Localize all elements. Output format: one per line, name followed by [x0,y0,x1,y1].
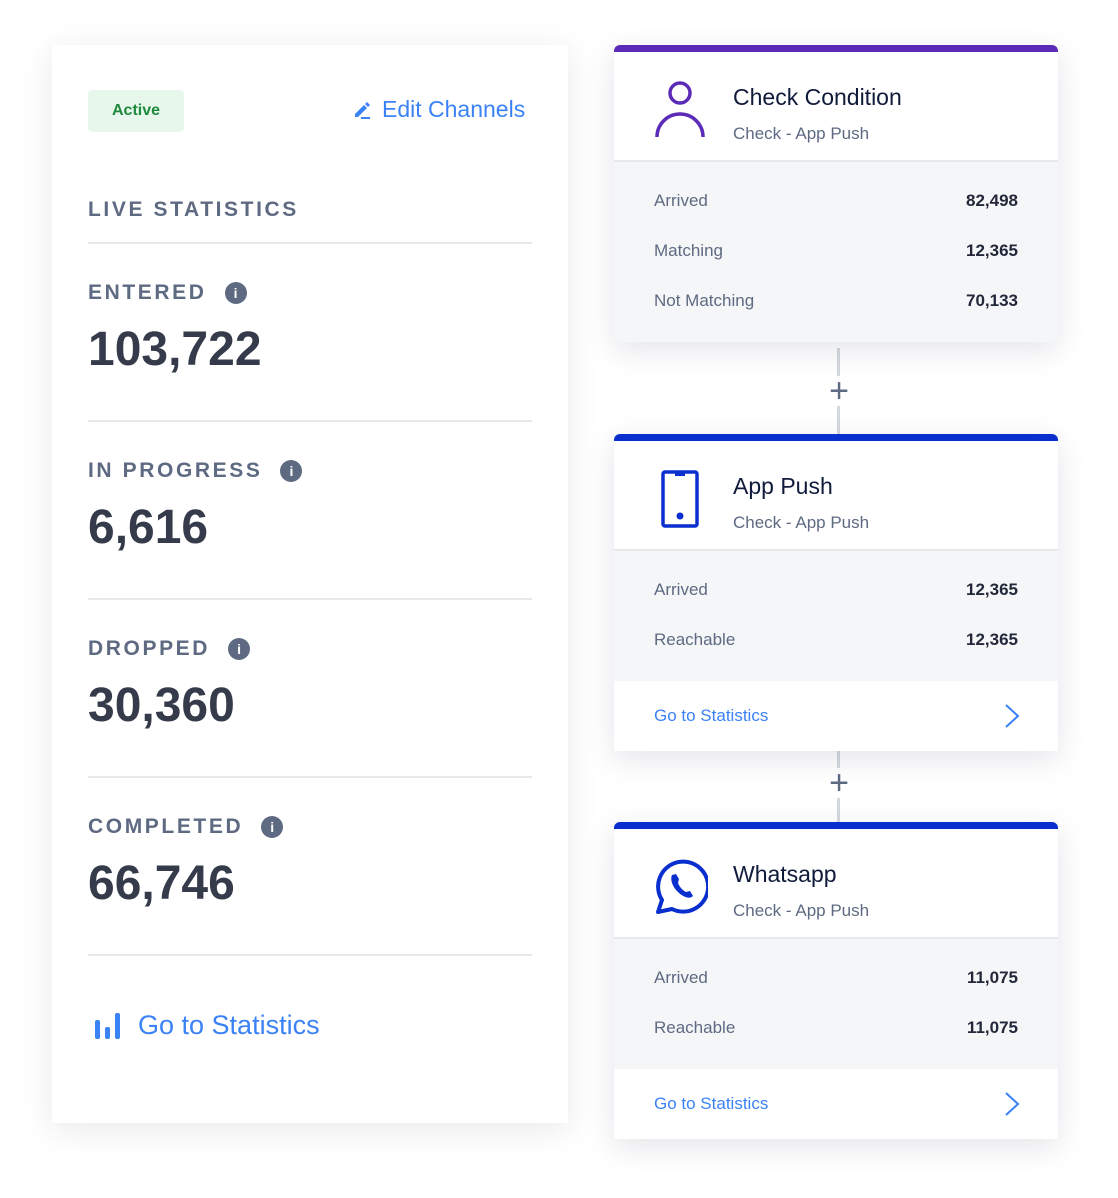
stat-label-entered: ENTERED i [88,281,247,305]
stat-label-completed: COMPLETED i [88,815,284,839]
stat-key: Arrived [654,968,708,987]
divider [88,954,532,956]
edit-channels-label: Edit Channels [382,96,526,122]
stat-value-dropped: 30,360 [88,679,235,732]
card-accent-bar [614,45,1058,52]
stat-label: IN PROGRESS [88,459,263,482]
card-subtitle: Check - App Push [733,901,870,920]
card-title: App Push [733,473,833,499]
step-card-check-condition[interactable]: Check Condition Check - App Push Arrived… [614,45,1058,342]
stat-value: 11,075 [966,1018,1018,1037]
stat-label-dropped: DROPPED i [88,637,251,661]
stat-row: Reachable 12,365 [654,615,1018,665]
stat-key: Matching [654,241,723,260]
card-title: Check Condition [733,84,902,110]
stat-key: Arrived [654,580,708,599]
stat-value-entered: 103,722 [88,323,262,376]
mobile-phone-icon [661,470,699,528]
edit-channels-link[interactable]: Edit Channels [352,96,525,123]
step-card-whatsapp[interactable]: Whatsapp Check - App Push Arrived 11,075 … [614,822,1058,1139]
pencil-icon [355,101,370,119]
info-icon[interactable]: i [280,460,303,482]
stat-value-completed: 66,746 [88,857,235,910]
card-accent-bar [614,434,1058,441]
go-to-statistics-link[interactable]: Go to Statistics [614,681,1058,751]
stat-key: Arrived [654,191,708,210]
stat-value: 12,365 [966,241,1018,260]
step-card-app-push[interactable]: App Push Check - App Push Arrived 12,365 … [614,434,1058,751]
card-title: Whatsapp [733,861,837,887]
stat-key: Reachable [654,1018,736,1037]
go-to-statistics-label: Go to Statistics [654,1094,769,1113]
stat-value: 12,365 [966,630,1018,649]
stat-value-in-progress: 6,616 [88,501,209,554]
whatsapp-icon [656,859,708,914]
live-statistics-panel [52,45,568,1123]
stat-value: 82,498 [966,191,1018,210]
stat-key: Reachable [654,630,736,649]
info-icon[interactable]: i [224,282,247,304]
divider [88,598,532,600]
stat-row: Arrived 82,498 [654,176,1018,226]
add-step-button[interactable]: + [824,374,854,408]
stat-row: Arrived 12,365 [654,565,1018,615]
stat-key: Not Matching [654,291,755,310]
card-subtitle: Check - App Push [733,513,870,532]
chevron-right-icon [1005,1092,1020,1116]
section-title: LIVE STATISTICS [88,198,299,221]
user-icon [655,81,705,138]
stat-label: DROPPED [88,637,211,660]
stat-label: COMPLETED [88,815,244,838]
divider [88,420,532,422]
go-to-statistics-link[interactable]: Go to Statistics [614,1069,1058,1139]
stat-label-in-progress: IN PROGRESS i [88,459,303,483]
stat-row: Arrived 11,075 [654,953,1018,1003]
go-to-statistics-label: Go to Statistics [654,706,769,725]
stat-row: Reachable 11,075 [654,1003,1018,1053]
card-accent-bar [614,822,1058,829]
go-to-statistics-link[interactable]: Go to Statistics [94,1010,320,1041]
status-badge: Active [88,90,184,132]
stat-label: ENTERED [88,281,207,304]
info-icon[interactable]: i [261,816,284,838]
go-to-statistics-label: Go to Statistics [138,1010,320,1040]
stat-row: Not Matching 70,133 [654,276,1018,326]
info-icon[interactable]: i [228,638,251,660]
divider [88,776,532,778]
add-step-button[interactable]: + [824,766,854,800]
card-subtitle: Check - App Push [733,124,870,143]
stat-value: 70,133 [966,291,1018,310]
bar-chart-icon [95,1012,120,1039]
stat-row: Matching 12,365 [654,226,1018,276]
chevron-right-icon [1005,704,1020,728]
stat-value: 11,075 [966,968,1018,987]
divider [88,242,532,244]
stat-value: 12,365 [966,580,1018,599]
